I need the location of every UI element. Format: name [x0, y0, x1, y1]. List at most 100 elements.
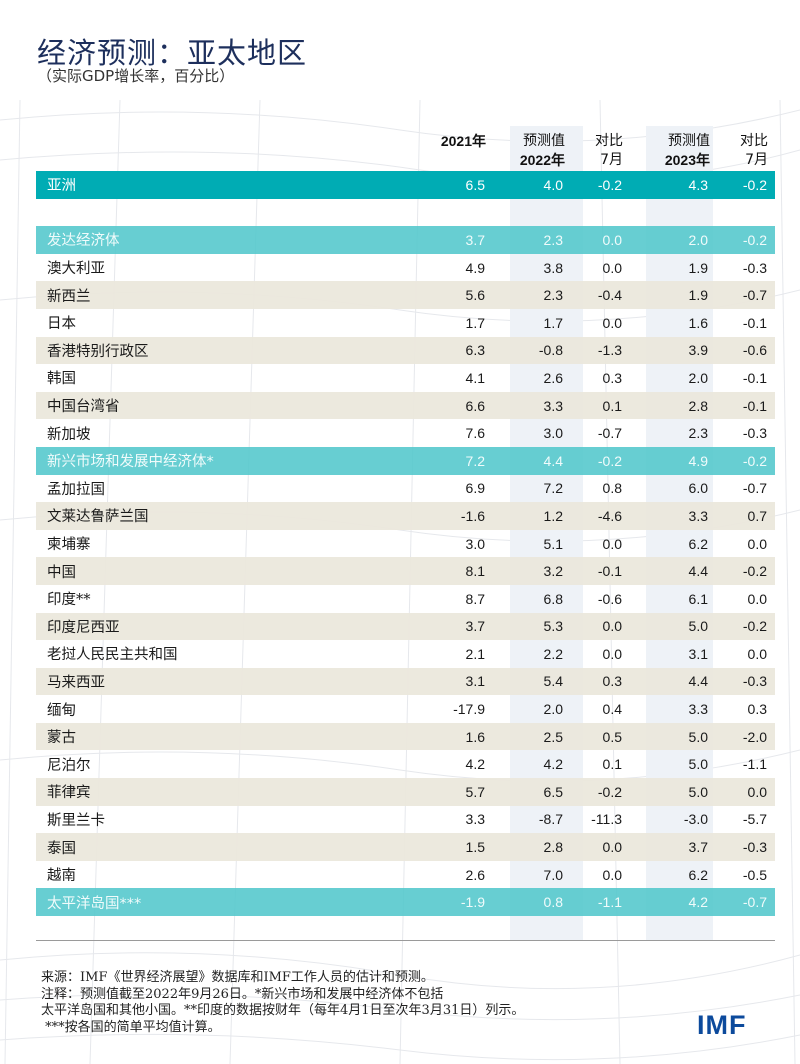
cell-value: 3.8 [543, 259, 563, 276]
cell-value: 7.6 [465, 425, 485, 442]
cell-value: -0.2 [742, 176, 767, 193]
row-label: 尼泊尔 [47, 757, 91, 774]
cell-value: 0.0 [747, 645, 767, 662]
cell-value: -0.2 [597, 176, 622, 193]
cell-value: 5.1 [543, 535, 563, 552]
row-label: 日本 [47, 316, 76, 333]
row-label: 越南 [47, 868, 76, 885]
row-label: 孟加拉国 [47, 481, 105, 498]
cell-value: 0.3 [602, 369, 622, 386]
cell-value: 4.2 [688, 894, 708, 911]
column-header-2021: 2021年 [440, 133, 486, 149]
column-header-2022-vs-july: 对比 7月 [595, 133, 623, 168]
cell-value: 0.0 [602, 535, 622, 552]
cell-value: -0.7 [597, 425, 622, 442]
cell-value: 4.1 [465, 369, 485, 386]
table-row: 越南 2.6 7.0 0.0 6.2 -0.5 [36, 861, 775, 889]
cell-value: 2.8 [688, 397, 708, 414]
row-label: 中国 [47, 564, 76, 581]
cell-value: -0.2 [742, 563, 767, 580]
cell-value: -0.2 [597, 452, 622, 469]
table-row: 柬埔寨 3.0 5.1 0.0 6.2 0.0 [36, 530, 775, 558]
table-row-region: 新兴市场和发展中经济体* 7.2 4.4 -0.2 4.9 -0.2 [36, 446, 775, 475]
cell-value: -0.3 [742, 425, 767, 442]
cell-value: 4.3 [688, 176, 708, 193]
cell-value: 3.7 [465, 618, 485, 635]
cell-value: 1.5 [465, 839, 485, 856]
row-label: 亚洲 [47, 178, 76, 195]
cell-value: 4.9 [465, 259, 485, 276]
cell-value: 3.0 [543, 425, 563, 442]
table-row: 新西兰 5.6 2.3 -0.4 1.9 -0.7 [36, 281, 775, 309]
table-row: 孟加拉国 6.9 7.2 0.8 6.0 -0.7 [36, 475, 775, 503]
cell-value: 2.0 [688, 231, 708, 248]
row-label: 韩国 [47, 371, 76, 388]
cell-value: -1.9 [460, 894, 485, 911]
table-row: 澳大利亚 4.9 3.8 0.0 1.9 -0.3 [36, 254, 775, 282]
cell-value: 0.4 [602, 701, 622, 718]
cell-value: -1.3 [597, 342, 622, 359]
table-row: 日本 1.7 1.7 0.0 1.6 -0.1 [36, 309, 775, 337]
cell-value: 3.1 [465, 673, 485, 690]
cell-value: 0.0 [602, 645, 622, 662]
cell-value: -4.6 [597, 507, 622, 524]
cell-value: 0.8 [543, 894, 563, 911]
table-row: 印度** 8.7 6.8 -0.6 6.1 0.0 [36, 585, 775, 613]
note-source: 来源：IMF《世界经济展望》数据库和IMF工作人员的估计和预测。 [41, 970, 434, 985]
table-row: 老挝人民民主共和国 2.1 2.2 0.0 3.1 0.0 [36, 640, 775, 668]
column-header-2023-vs-july: 对比 7月 [740, 133, 768, 168]
row-label: 香港特别行政区 [47, 343, 149, 360]
column-header-2022-forecast: 预测值 2022年 [519, 133, 565, 168]
column-header-2023-forecast: 预测值 2023年 [664, 133, 710, 168]
cell-value: 4.4 [688, 673, 708, 690]
cell-value: 7.0 [543, 866, 563, 883]
cell-value: 1.9 [688, 287, 708, 304]
cell-value: -0.8 [538, 342, 563, 359]
cell-value: 0.0 [602, 314, 622, 331]
cell-value: -0.7 [742, 287, 767, 304]
row-label: 文莱达鲁萨兰国 [47, 509, 149, 526]
cell-value: -0.1 [742, 369, 767, 386]
footer-divider [36, 940, 775, 941]
row-label: 柬埔寨 [47, 537, 91, 554]
cell-value: -0.2 [742, 452, 767, 469]
note-remark-cont: 太平洋岛国和其他小国。**印度的数据按财年（每年4月1日至次年3月31日）列示。 [41, 1003, 525, 1018]
cell-value: 3.9 [688, 342, 708, 359]
cell-value: 2.6 [543, 369, 563, 386]
note-pacific: ***按各国的简单平均值计算。 [41, 1019, 221, 1035]
note-remark: 注释：预测值截至2022年9月26日。*新兴市场和发展中经济体不包括 [41, 986, 444, 1002]
cell-value: 6.5 [543, 783, 563, 800]
cell-value: 5.4 [543, 673, 563, 690]
cell-value: 3.3 [465, 811, 485, 828]
cell-value: -17.9 [453, 701, 485, 718]
cell-value: 6.2 [688, 535, 708, 552]
cell-value: 5.6 [465, 287, 485, 304]
cell-value: 4.9 [688, 452, 708, 469]
cell-value: 4.4 [543, 452, 563, 469]
row-label: 中国台湾省 [47, 399, 120, 416]
cell-value: 8.7 [465, 590, 485, 607]
cell-value: 6.8 [543, 590, 563, 607]
cell-value: 0.1 [602, 756, 622, 773]
table-row: 韩国 4.1 2.6 0.3 2.0 -0.1 [36, 364, 775, 392]
cell-value: 2.3 [543, 231, 563, 248]
row-label: 菲律宾 [47, 785, 91, 802]
row-label: 斯里兰卡 [47, 812, 105, 829]
cell-value: -0.3 [742, 839, 767, 856]
table-row: 泰国 1.5 2.8 0.0 3.7 -0.3 [36, 833, 775, 861]
cell-value: 2.5 [543, 728, 563, 745]
cell-value: 0.5 [602, 728, 622, 745]
cell-value: 5.0 [688, 728, 708, 745]
cell-value: 5.0 [688, 618, 708, 635]
cell-value: -11.3 [591, 811, 622, 828]
table-row: 斯里兰卡 3.3 -8.7 -11.3 -3.0 -5.7 [36, 806, 775, 834]
table-row-region: 太平洋岛国*** -1.9 0.8 -1.1 4.2 -0.7 [36, 888, 775, 917]
cell-value: 1.6 [465, 728, 485, 745]
cell-value: 0.7 [747, 507, 767, 524]
table-row: 文莱达鲁萨兰国 -1.6 1.2 -4.6 3.3 0.7 [36, 502, 775, 530]
cell-value: 2.0 [688, 369, 708, 386]
cell-value: -1.1 [597, 894, 622, 911]
page-title: 经济预测：亚太地区 [37, 36, 308, 70]
cell-value: 0.8 [602, 480, 622, 497]
cell-value: 1.7 [465, 314, 485, 331]
